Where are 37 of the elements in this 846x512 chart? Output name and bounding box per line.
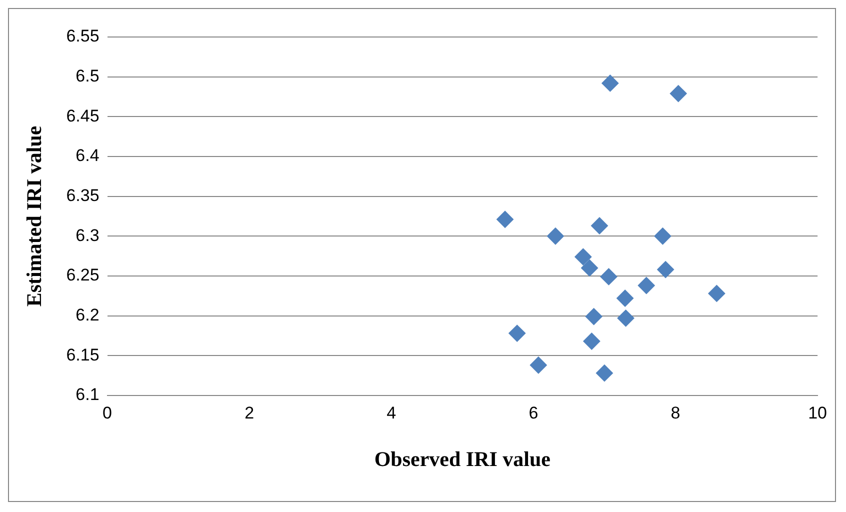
point [596, 364, 613, 382]
point [496, 210, 514, 228]
point [600, 268, 618, 286]
point [708, 284, 726, 302]
point [617, 310, 634, 327]
y-tick-label: 6.45 [66, 106, 100, 126]
point [581, 259, 598, 276]
y-tick-label: 6.1 [76, 385, 100, 404]
point [657, 261, 674, 278]
x-tick-label: 0 [102, 403, 112, 422]
point [670, 85, 687, 102]
x-tick-label: 8 [670, 403, 680, 422]
y-tick-label: 6.4 [76, 146, 100, 166]
point [508, 324, 526, 342]
point [590, 217, 608, 234]
y-tick-label: 6.2 [76, 305, 100, 324]
x-tick-label: 4 [386, 403, 396, 422]
point [616, 290, 634, 307]
point [602, 74, 619, 92]
point [638, 276, 655, 294]
x-axis-title: Observed IRI value [374, 446, 551, 471]
point [585, 308, 602, 326]
point [546, 228, 564, 245]
y-tick-label: 6.5 [76, 66, 100, 86]
x-tick-label: 10 [808, 403, 828, 422]
x-tick-label: 6 [528, 403, 538, 422]
y-tick-label: 6.25 [66, 266, 100, 285]
x-tick-label: 2 [244, 403, 254, 422]
y-tick-label: 6.35 [66, 186, 100, 205]
y-axis-title: Estimated IRI value [22, 126, 46, 307]
point [574, 248, 592, 266]
point [583, 332, 600, 350]
point [654, 228, 672, 245]
point [530, 356, 547, 374]
y-tick-label: 6.55 [66, 26, 100, 46]
y-tick-label: 6.3 [76, 226, 100, 245]
y-tick-label: 6.15 [66, 345, 100, 364]
